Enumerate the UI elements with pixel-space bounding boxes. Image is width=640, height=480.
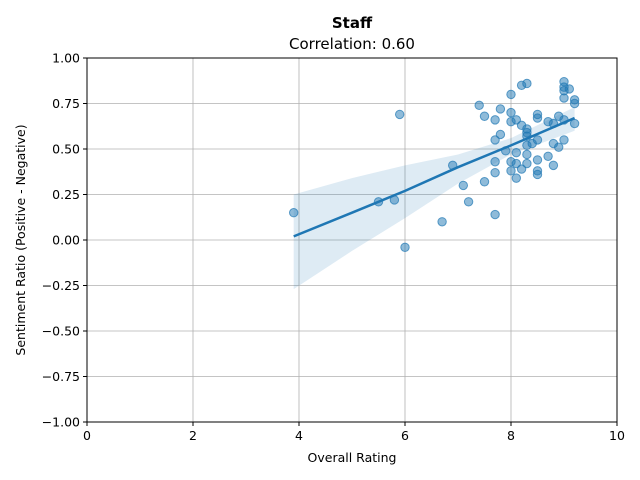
x-tick-label: 0	[83, 428, 91, 443]
data-point	[543, 151, 553, 161]
data-point	[506, 166, 516, 176]
y-tick-label: 0.75	[52, 96, 80, 111]
data-point	[511, 147, 521, 158]
confidence-band	[293, 107, 575, 290]
data-point	[564, 84, 574, 94]
regression-line	[293, 116, 576, 238]
data-point	[395, 109, 405, 120]
data-point	[490, 157, 500, 167]
y-axis-ticks: −1.00 −0.75 −0.50 −0.25 0.00 0.25 0.50 0.75 1.00	[42, 51, 87, 430]
y-tick-label: −0.25	[42, 278, 80, 293]
data-point	[532, 169, 543, 180]
x-tick-label: 10	[609, 428, 625, 443]
data-point	[554, 142, 564, 152]
y-tick-label: 0.25	[52, 187, 80, 202]
data-point	[522, 158, 532, 169]
data-point	[495, 129, 506, 140]
data-point	[532, 113, 543, 123]
data-point	[522, 149, 532, 160]
data-point	[495, 104, 506, 114]
chart-title: Staff	[332, 14, 373, 32]
chart-subtitle: Correlation: 0.60	[289, 35, 415, 53]
y-tick-label: −0.50	[42, 324, 80, 339]
data-point	[506, 107, 516, 118]
data-point	[490, 209, 500, 220]
x-tick-label: 4	[295, 428, 303, 443]
data-point	[463, 197, 474, 207]
data-point	[559, 135, 569, 145]
data-point	[474, 100, 484, 111]
data-point	[522, 78, 532, 89]
x-tick-label: 2	[189, 428, 197, 443]
data-points	[289, 76, 580, 252]
data-point	[400, 242, 410, 252]
y-axis-label: Sentiment Ratio (Positive - Negative)	[13, 124, 28, 355]
y-tick-label: −0.75	[42, 369, 80, 384]
data-point	[437, 217, 447, 227]
data-point	[490, 115, 500, 125]
data-point	[490, 167, 500, 178]
y-tick-label: −1.00	[42, 415, 80, 430]
data-point	[569, 98, 580, 109]
y-tick-label: 0.00	[52, 233, 80, 248]
data-point	[511, 173, 521, 183]
data-point	[479, 111, 490, 121]
x-tick-label: 8	[507, 428, 515, 443]
y-tick-label: 0.50	[52, 142, 80, 157]
data-point	[532, 135, 543, 145]
data-point	[532, 155, 543, 165]
x-axis-label: Overall Rating	[308, 450, 397, 465]
data-point	[458, 180, 468, 191]
data-point	[479, 177, 490, 187]
data-point	[559, 93, 569, 103]
x-axis-ticks: 0 2 4 6 8 10	[83, 422, 625, 443]
y-tick-label: 1.00	[52, 51, 80, 66]
data-point	[548, 160, 559, 171]
data-point	[289, 208, 299, 218]
x-tick-label: 6	[401, 428, 409, 443]
data-point	[506, 89, 516, 100]
